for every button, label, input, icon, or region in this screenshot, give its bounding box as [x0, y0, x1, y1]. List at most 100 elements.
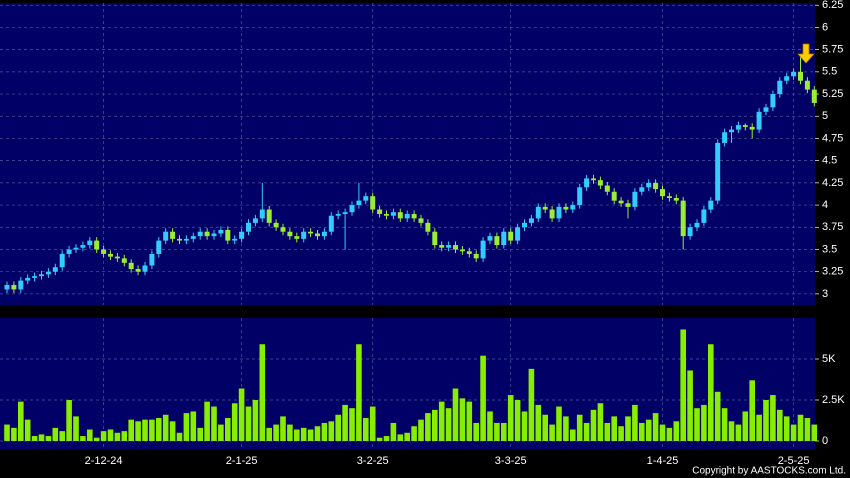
- candle-body: [377, 209, 383, 214]
- volume-bar: [404, 432, 410, 441]
- candle-body: [266, 209, 272, 223]
- volume-bar: [563, 416, 569, 441]
- volume-bar: [376, 437, 383, 441]
- volume-bar: [211, 406, 217, 441]
- candle-body: [121, 258, 127, 263]
- y-tick-label: 0: [822, 435, 828, 447]
- candle-body: [45, 271, 51, 275]
- candle-body: [425, 222, 431, 232]
- candle-body: [715, 142, 721, 201]
- y-tick-label: 4.25: [822, 177, 843, 189]
- volume-bar: [128, 419, 134, 441]
- volume-bar: [100, 431, 107, 441]
- volume-bar: [632, 404, 638, 441]
- volume-bar: [459, 398, 466, 441]
- y-tick-label: 4.75: [822, 132, 843, 144]
- candle-body: [701, 209, 707, 223]
- volume-bar: [438, 401, 445, 441]
- y-tick-label: 3.5: [822, 243, 837, 255]
- y-tick-label: 5K: [822, 353, 836, 365]
- volume-bar: [694, 408, 700, 441]
- volume-bar: [266, 427, 272, 441]
- candle-body: [570, 205, 576, 210]
- volume-bar: [66, 399, 72, 441]
- candle-body: [535, 206, 541, 219]
- candle-body: [4, 285, 10, 290]
- candle-body: [653, 182, 659, 190]
- volume-bar: [114, 432, 121, 441]
- volume-bar: [811, 424, 818, 441]
- volume-bar: [576, 414, 583, 441]
- candle-body: [722, 132, 728, 143]
- candle-body: [749, 126, 755, 130]
- candle-body: [287, 231, 293, 237]
- volume-bar: [487, 411, 493, 441]
- y-tick-label: 6: [822, 21, 828, 33]
- candle-body: [246, 222, 251, 232]
- candle-body: [563, 206, 569, 210]
- volume-bar: [149, 419, 155, 441]
- volume-bar: [252, 399, 259, 441]
- volume-bar: [797, 414, 804, 441]
- candle-body: [301, 231, 307, 239]
- y-tick-label: 4.5: [822, 155, 837, 167]
- candle-body: [494, 236, 500, 246]
- volume-bar: [494, 422, 500, 441]
- candle-body: [763, 107, 769, 112]
- volume-bar: [735, 424, 742, 441]
- candle-body: [59, 253, 65, 268]
- volume-bar: [363, 418, 369, 441]
- candle-body: [480, 240, 486, 259]
- volume-bar: [756, 414, 762, 441]
- candle-body: [577, 187, 583, 206]
- volume-bar: [4, 424, 10, 441]
- candle-body: [459, 249, 465, 252]
- candle-body: [597, 180, 603, 186]
- volume-bar: [87, 429, 93, 441]
- volume-bar: [121, 431, 128, 441]
- volume-bar: [300, 427, 307, 441]
- candle-body: [501, 231, 507, 246]
- volume-bar: [452, 388, 459, 441]
- volume-bar: [411, 426, 417, 441]
- volume-bar: [473, 422, 479, 441]
- volume-bar: [176, 432, 183, 441]
- volume-bar: [507, 395, 514, 441]
- candle-body: [418, 218, 424, 223]
- volume-bar: [52, 427, 59, 441]
- candle-body: [114, 256, 120, 259]
- x-tick-label: 3-3-25: [495, 455, 527, 467]
- volume-bar: [45, 436, 52, 441]
- volume-bar: [369, 406, 376, 441]
- volume-bar: [397, 434, 404, 441]
- candle-body: [211, 233, 217, 237]
- candle-body: [473, 253, 479, 259]
- candle-body: [342, 212, 348, 214]
- volume-bar: [38, 434, 45, 441]
- volume-bar: [680, 329, 686, 441]
- volume-bar: [501, 422, 507, 441]
- candle-body: [708, 200, 714, 210]
- plot-layer: 3 3.25 3.5 3.75 4 4.25 4.5 4.75 5 5.25 5.5 5.75 6 6.2…: [0, 0, 845, 467]
- volume-bar: [425, 413, 431, 441]
- volume-bar: [652, 413, 659, 441]
- volume-bar: [480, 355, 486, 441]
- candle-body: [756, 111, 762, 130]
- volume-bar: [162, 414, 169, 441]
- candle-body: [232, 238, 238, 241]
- volume-bar: [245, 406, 252, 441]
- volume-bar: [542, 414, 548, 441]
- candle-body: [66, 249, 72, 254]
- candle-body: [11, 285, 17, 290]
- candle-body: [729, 129, 734, 133]
- candle-body: [142, 265, 148, 272]
- candle-body: [163, 231, 169, 241]
- copyright: Copyright by AASTOCKS.com Ltd.: [692, 466, 846, 477]
- candle-body: [73, 247, 79, 250]
- volume-bar: [342, 404, 348, 441]
- volume-bar: [328, 421, 335, 441]
- candle-body: [556, 206, 562, 219]
- candle-body: [522, 222, 527, 228]
- volume-bar: [183, 413, 190, 441]
- candle-body: [18, 280, 24, 290]
